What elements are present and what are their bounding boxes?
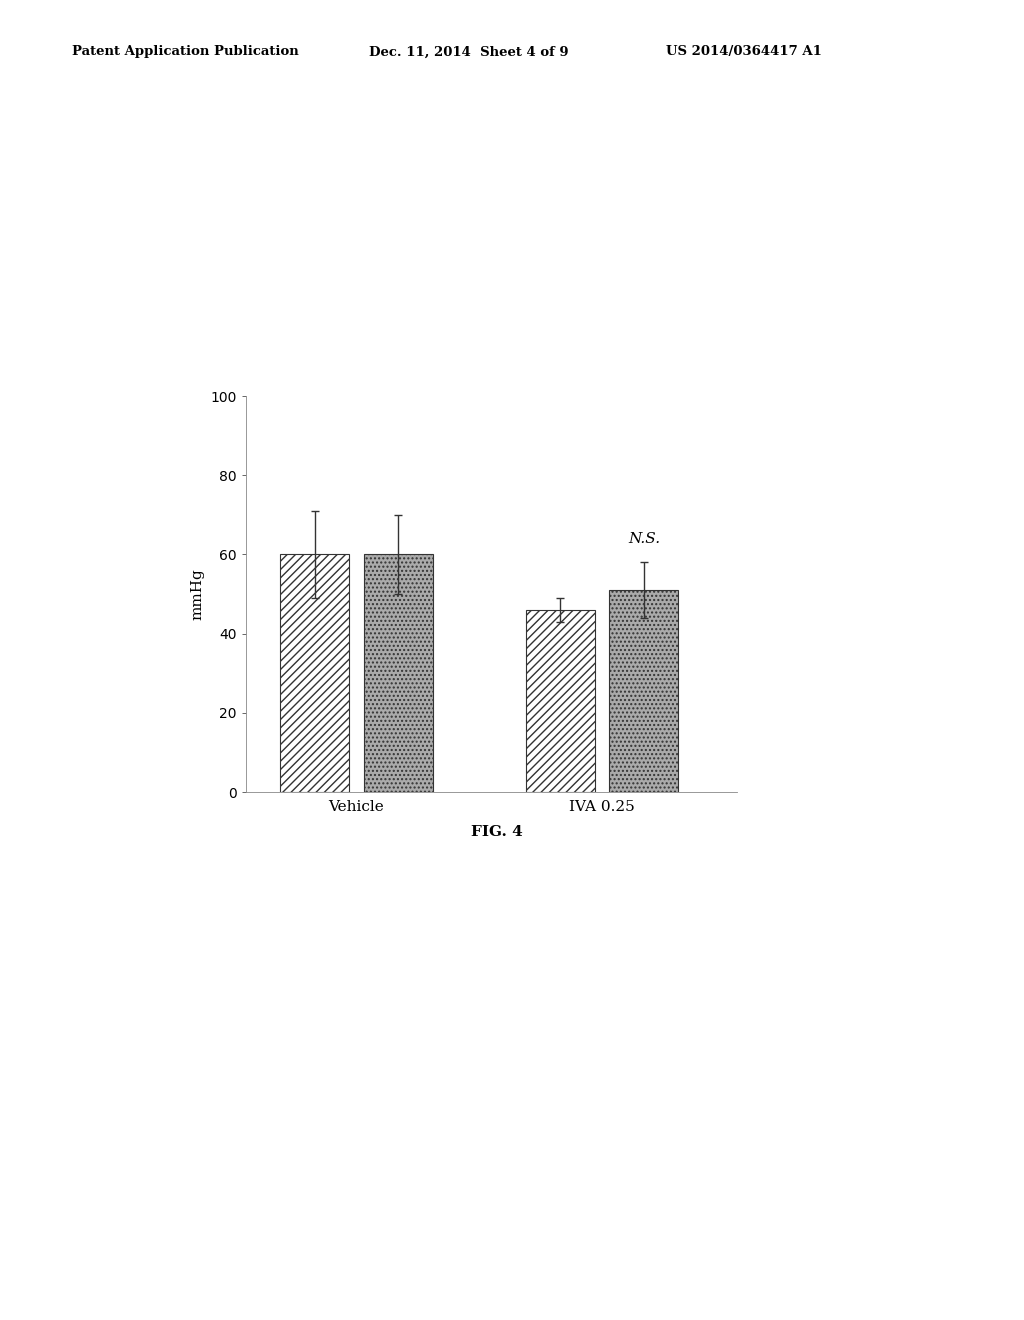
Y-axis label: mmHg: mmHg: [190, 568, 205, 620]
Bar: [281, 554, 349, 792]
Bar: [526, 610, 595, 792]
Text: N.S.: N.S.: [628, 532, 659, 546]
Text: Patent Application Publication: Patent Application Publication: [72, 45, 298, 58]
Bar: [609, 590, 678, 792]
Text: Dec. 11, 2014  Sheet 4 of 9: Dec. 11, 2014 Sheet 4 of 9: [369, 45, 568, 58]
Bar: [364, 554, 432, 792]
Text: US 2014/0364417 A1: US 2014/0364417 A1: [666, 45, 821, 58]
Text: FIG. 4: FIG. 4: [471, 825, 522, 840]
